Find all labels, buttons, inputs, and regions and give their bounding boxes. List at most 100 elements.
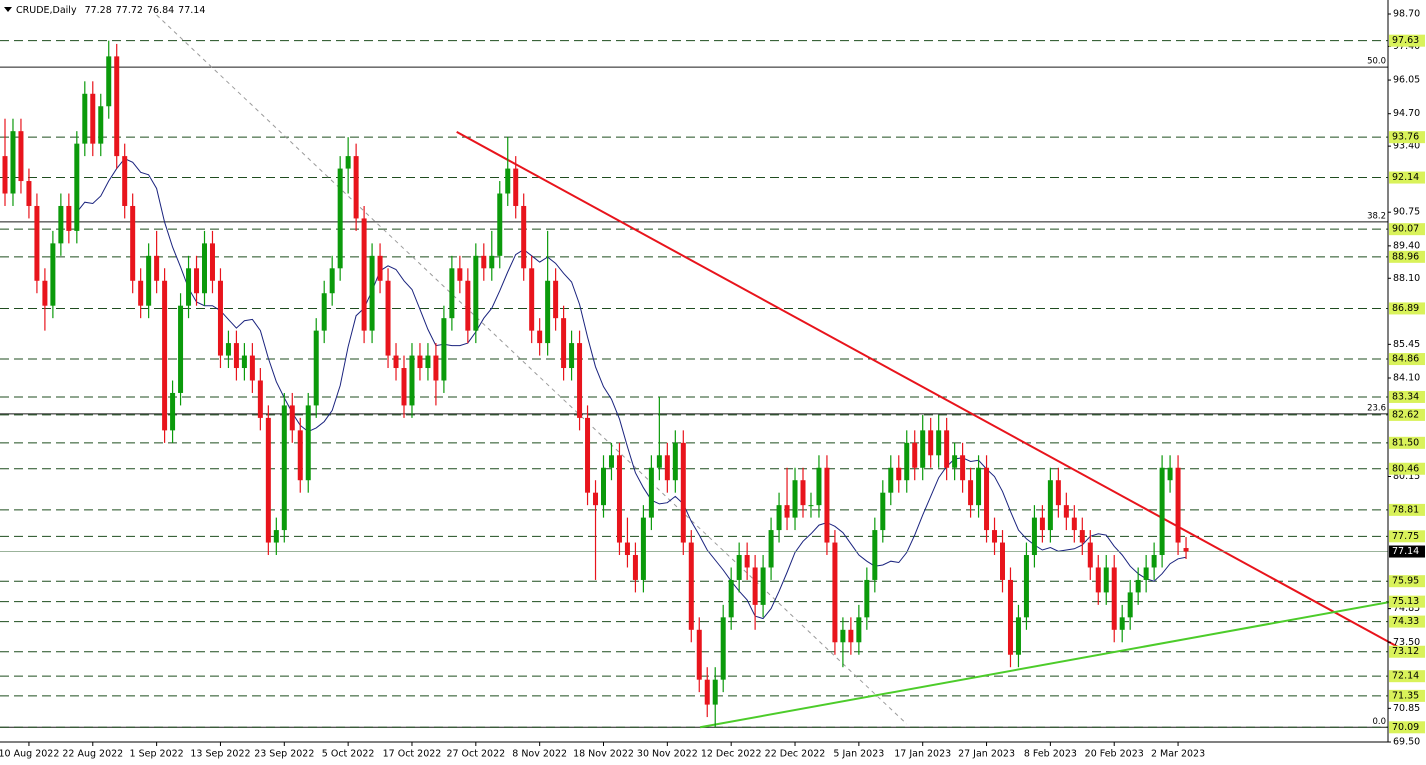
- level-label-box: [1389, 353, 1425, 366]
- last-high: 77.72: [116, 5, 143, 16]
- candle-body: [441, 318, 447, 381]
- candle-body: [1111, 567, 1117, 630]
- candle-body: [1151, 555, 1157, 568]
- candle-body: [257, 380, 263, 418]
- x-tick-label: 18 Nov 2022: [573, 749, 634, 760]
- candle-body: [1023, 555, 1029, 618]
- candle-body: [481, 255, 487, 269]
- candle-body: [664, 455, 670, 481]
- candle-body: [1079, 530, 1085, 543]
- candle-body: [297, 430, 303, 481]
- x-tick-label: 5 Jan 2023: [833, 749, 884, 760]
- candle-body: [98, 106, 104, 144]
- candle-body: [337, 168, 343, 269]
- level-label-box: [1389, 390, 1425, 403]
- candle-body: [1039, 517, 1045, 531]
- candle-body: [353, 156, 359, 219]
- last-price-label: 77.14: [1392, 546, 1419, 557]
- candle-body: [58, 205, 64, 244]
- candle-body: [529, 268, 535, 331]
- candle-body: [329, 268, 335, 294]
- level-label: 93.76: [1392, 132, 1419, 143]
- candle-body: [433, 355, 439, 381]
- candle-body: [1103, 567, 1109, 593]
- candle-body: [768, 530, 774, 568]
- candle-body: [904, 442, 910, 481]
- candle-body: [249, 355, 255, 381]
- candle-body: [273, 530, 279, 543]
- candle-body: [42, 280, 48, 306]
- candle-body: [936, 430, 942, 456]
- fib-label: 50.0: [1367, 57, 1386, 67]
- candle-body: [1183, 548, 1189, 552]
- level-label: 75.95: [1392, 576, 1419, 587]
- candle-body: [640, 517, 646, 580]
- candle-body: [513, 168, 519, 206]
- candle-body: [776, 505, 782, 531]
- level-label: 92.14: [1392, 172, 1419, 183]
- candle-body: [505, 168, 511, 194]
- candle-body: [162, 280, 168, 431]
- candle-body: [1063, 505, 1069, 518]
- candle-body: [425, 355, 431, 369]
- level-label: 78.81: [1392, 504, 1419, 515]
- candle-body: [744, 555, 750, 568]
- x-tick-label: 2 Mar 2023: [1151, 749, 1205, 760]
- y-tick-label: 84.10: [1393, 373, 1420, 384]
- candle-body: [720, 617, 726, 680]
- candle-body: [976, 467, 982, 506]
- candle-body: [74, 143, 80, 231]
- level-label-box: [1389, 462, 1425, 475]
- candle-body: [880, 492, 886, 531]
- fib-label: 23.6: [1367, 403, 1386, 413]
- candle-body: [736, 555, 742, 580]
- fib-label: 38.2: [1367, 211, 1386, 221]
- candle-body: [712, 679, 718, 705]
- candle-body: [960, 455, 966, 481]
- candle-body: [944, 430, 950, 468]
- y-tick-label: 80.15: [1393, 471, 1420, 482]
- candle-body: [106, 56, 112, 107]
- candle-body: [26, 181, 32, 206]
- symbol: CRUDE,Daily: [16, 5, 77, 16]
- level-label: 70.09: [1392, 722, 1419, 733]
- level-label-box: [1389, 408, 1425, 421]
- candle-body: [305, 405, 311, 481]
- candle-body: [696, 629, 702, 680]
- candle-body: [824, 467, 830, 543]
- x-tick-label: 23 Sep 2022: [254, 749, 314, 760]
- level-label: 80.46: [1392, 463, 1419, 474]
- candle-body: [648, 467, 654, 518]
- level-label: 82.62: [1392, 409, 1419, 420]
- plot: [0, 14, 1401, 729]
- last-low: 76.84: [147, 5, 174, 16]
- candle-body: [616, 455, 622, 543]
- level-label-box: [1389, 250, 1425, 263]
- candle-body: [465, 280, 471, 331]
- level-label-box: [1389, 721, 1425, 734]
- candle-body: [186, 268, 192, 306]
- x-tick-label: 30 Nov 2022: [637, 749, 698, 760]
- candle-body: [2, 156, 8, 194]
- candle-body: [888, 467, 894, 493]
- level-label: 81.50: [1392, 437, 1419, 448]
- x-tick-label: 22 Aug 2022: [62, 749, 123, 760]
- trendline: [456, 131, 1401, 649]
- level-label-box: [1389, 575, 1425, 588]
- candle-body: [146, 255, 152, 306]
- y-tick-label: 73.50: [1393, 637, 1420, 648]
- candle-body: [313, 330, 319, 406]
- candle-body: [593, 492, 599, 506]
- moving-average: [76, 157, 1187, 620]
- candle-body: [1159, 467, 1165, 556]
- candle-body: [856, 617, 862, 643]
- candle-body: [10, 131, 16, 194]
- level-label-box: [1389, 436, 1425, 449]
- candle-body: [449, 268, 455, 319]
- candle-body: [601, 467, 606, 506]
- candle-body: [114, 56, 120, 157]
- candle-body: [1167, 467, 1173, 481]
- y-tick-label: 70.85: [1393, 703, 1420, 714]
- candle-body: [1143, 567, 1149, 580]
